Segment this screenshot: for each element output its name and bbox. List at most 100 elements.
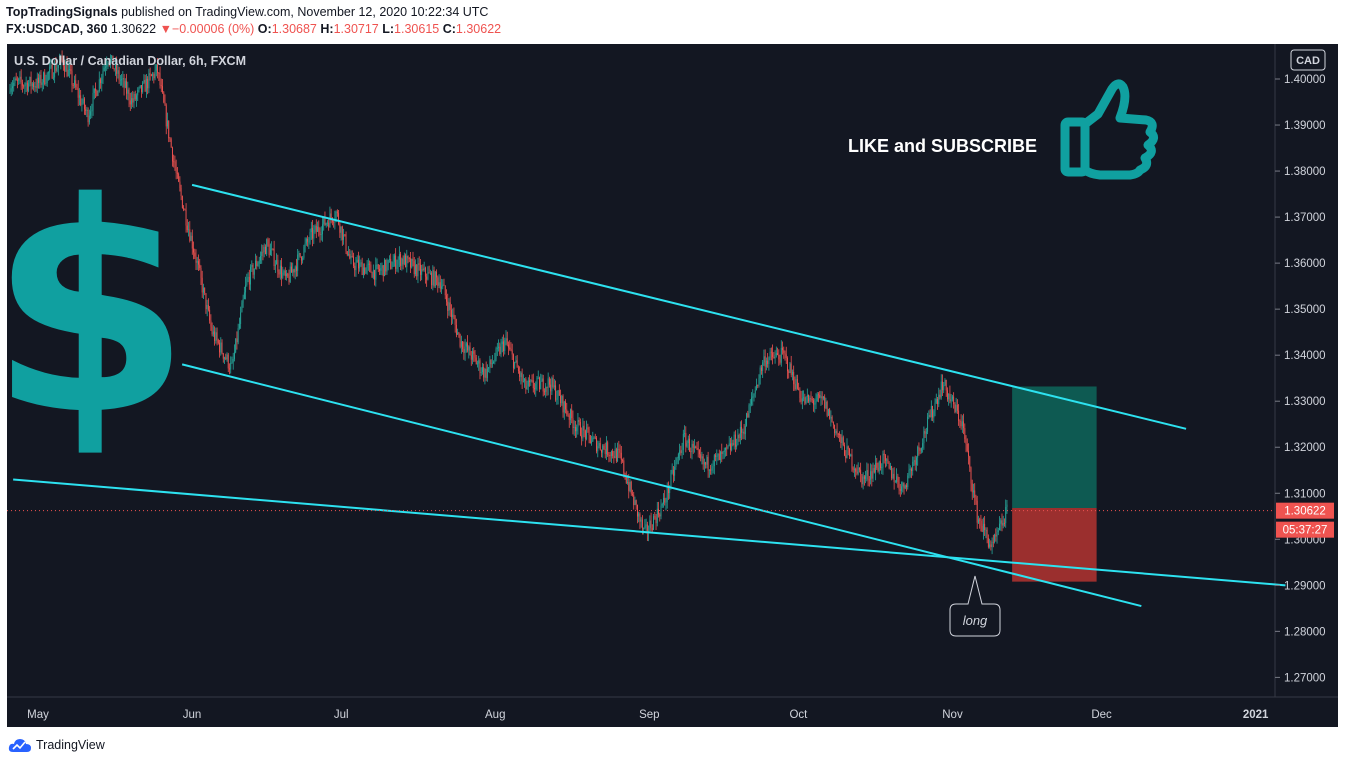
candle bbox=[754, 386, 756, 398]
candle bbox=[694, 439, 695, 453]
candle bbox=[778, 349, 780, 366]
candle bbox=[211, 322, 213, 337]
candle bbox=[756, 378, 757, 391]
candle bbox=[734, 430, 736, 453]
candle bbox=[272, 248, 274, 251]
candle bbox=[576, 424, 578, 438]
candle bbox=[897, 473, 899, 488]
candle bbox=[351, 250, 353, 258]
candle bbox=[288, 269, 290, 285]
candle bbox=[856, 464, 858, 476]
dollar-sign-icon: $ bbox=[0, 142, 191, 479]
candle bbox=[226, 352, 228, 362]
candle bbox=[997, 527, 999, 536]
x-tick-label: 2021 bbox=[1243, 709, 1269, 721]
x-tick-label: Nov bbox=[942, 709, 963, 721]
candle bbox=[107, 61, 109, 70]
candle bbox=[224, 356, 225, 364]
candle bbox=[320, 226, 322, 241]
candle bbox=[535, 381, 537, 397]
candle bbox=[918, 442, 920, 456]
candle bbox=[131, 92, 132, 109]
trendline[interactable] bbox=[181, 363, 1142, 608]
candle bbox=[312, 219, 314, 247]
candle bbox=[837, 432, 839, 439]
candle bbox=[973, 483, 974, 498]
candle bbox=[237, 323, 239, 345]
candle bbox=[355, 257, 357, 277]
candle bbox=[289, 262, 291, 284]
y-tick-label: 1.39000 bbox=[1284, 120, 1326, 132]
candle bbox=[59, 53, 61, 66]
candle bbox=[586, 420, 588, 441]
candle bbox=[298, 250, 300, 261]
candle bbox=[160, 78, 162, 93]
candle bbox=[264, 244, 266, 255]
candle bbox=[884, 453, 886, 468]
candle bbox=[231, 356, 233, 364]
candle bbox=[303, 244, 305, 260]
candle bbox=[891, 465, 893, 481]
currency-box[interactable] bbox=[1290, 49, 1326, 71]
candle bbox=[721, 443, 723, 463]
candle bbox=[407, 255, 409, 264]
target-zone[interactable] bbox=[1012, 386, 1097, 508]
position-zones[interactable] bbox=[1012, 386, 1097, 582]
candle bbox=[557, 390, 559, 405]
candle bbox=[878, 460, 880, 475]
last-price-axis-label: 1.30622 bbox=[1284, 506, 1326, 518]
candle bbox=[446, 289, 447, 306]
candle bbox=[198, 254, 199, 271]
candle bbox=[413, 257, 415, 278]
candle bbox=[353, 252, 354, 269]
candle bbox=[789, 362, 791, 374]
candle bbox=[291, 262, 292, 273]
candle bbox=[379, 264, 380, 276]
trendline[interactable] bbox=[13, 478, 1286, 587]
publisher-name[interactable]: TopTradingSignals bbox=[6, 5, 118, 19]
trendlines[interactable] bbox=[13, 183, 1286, 608]
candle bbox=[139, 85, 141, 89]
candle bbox=[593, 435, 595, 440]
candle bbox=[509, 340, 511, 351]
candle bbox=[841, 430, 843, 450]
candle bbox=[725, 447, 726, 457]
candle bbox=[46, 71, 48, 87]
candle bbox=[591, 435, 593, 446]
trendline[interactable] bbox=[191, 183, 1187, 430]
candle bbox=[959, 419, 961, 428]
x-tick-label: Jun bbox=[183, 709, 202, 721]
candle bbox=[543, 388, 545, 396]
candle bbox=[481, 362, 483, 375]
y-tick-label: 1.29000 bbox=[1284, 580, 1326, 592]
candle bbox=[232, 352, 234, 370]
tradingview-logo[interactable]: TradingView bbox=[8, 737, 105, 753]
time-axis[interactable] bbox=[7, 697, 1338, 727]
candle bbox=[795, 374, 797, 391]
price-chart[interactable]: 1.40000 1.39000 1.38000 1.37000 1.36000 1.350… bbox=[0, 42, 1345, 728]
candle bbox=[558, 384, 560, 396]
candle bbox=[951, 394, 953, 402]
candle bbox=[339, 221, 341, 238]
candle bbox=[350, 250, 352, 265]
candle bbox=[790, 355, 792, 378]
candle bbox=[429, 269, 431, 275]
candle bbox=[236, 331, 238, 350]
stop-zone[interactable] bbox=[1012, 507, 1097, 582]
candle bbox=[660, 499, 662, 520]
candle bbox=[328, 219, 330, 231]
candle bbox=[127, 81, 129, 101]
candle bbox=[281, 258, 283, 287]
candle bbox=[545, 383, 547, 398]
candle bbox=[51, 63, 53, 80]
candle bbox=[97, 90, 99, 96]
long-callout-bubble[interactable] bbox=[949, 575, 1001, 637]
candle bbox=[57, 64, 59, 76]
candle bbox=[372, 264, 374, 280]
price-axis[interactable] bbox=[1275, 44, 1338, 697]
candle bbox=[447, 293, 449, 319]
candle bbox=[67, 62, 69, 77]
candle bbox=[33, 80, 35, 91]
candle bbox=[960, 414, 962, 430]
candle bbox=[736, 438, 738, 450]
